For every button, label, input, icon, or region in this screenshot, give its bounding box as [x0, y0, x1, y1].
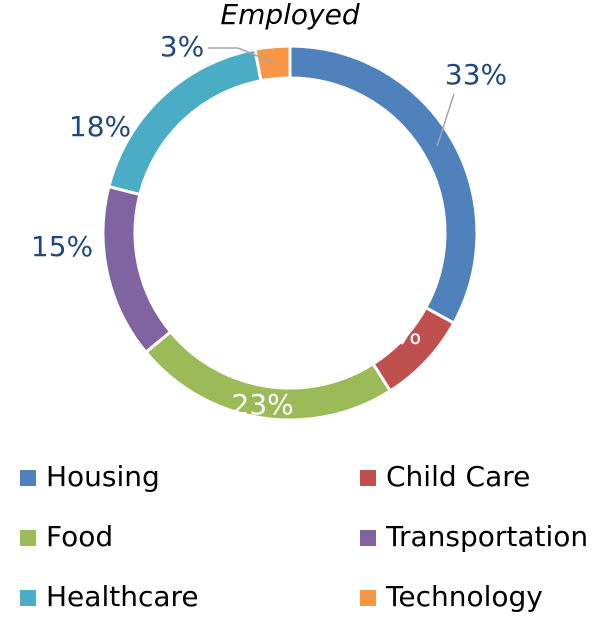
data-label: 15%	[31, 230, 93, 263]
legend-label: Transportation	[385, 520, 588, 553]
donut-segment	[101, 184, 173, 355]
legend-swatch	[360, 530, 376, 546]
donut-segment	[107, 47, 263, 197]
legend-swatch	[360, 590, 376, 606]
data-label: 23%	[232, 388, 294, 421]
legend-label: Child Care	[386, 460, 530, 493]
data-label: 33%	[445, 58, 507, 91]
legend-label: Food	[46, 520, 113, 553]
legend-label: Technology	[385, 580, 543, 613]
chart-title: Employed	[220, 0, 359, 31]
legend-label: Housing	[46, 460, 160, 493]
legend-swatch	[20, 530, 36, 546]
leader-line	[208, 47, 275, 64]
data-label: 3%	[160, 30, 204, 63]
legend-swatch	[360, 470, 376, 486]
data-label: 8%	[377, 318, 421, 351]
legend-swatch	[20, 470, 36, 486]
donut-segment	[253, 44, 292, 83]
legend-label: Healthcare	[46, 580, 199, 613]
data-label: 18%	[69, 110, 131, 143]
legend-swatch	[20, 590, 36, 606]
leader-line	[436, 93, 455, 147]
